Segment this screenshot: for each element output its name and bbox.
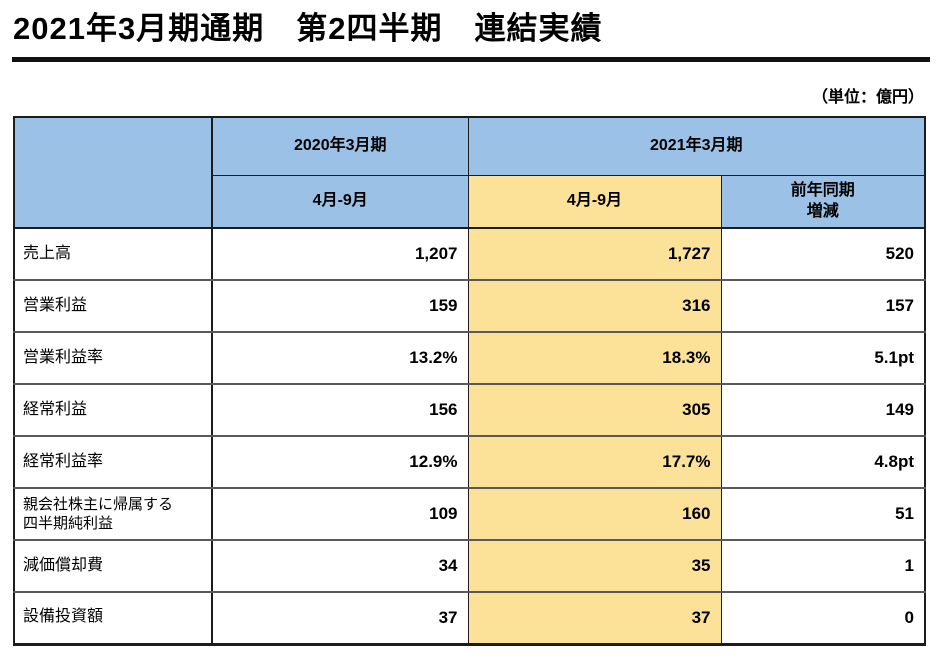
period-prev-header: 4月-9月 <box>211 174 469 229</box>
table-row-depreciation: 減価償却費 34 35 1 <box>13 539 926 593</box>
row-label-cell: 売上高 <box>13 227 213 281</box>
prev-value-cell: 109 <box>211 487 469 541</box>
curr-value-cell: 17.7% <box>467 435 722 489</box>
diff-value-cell: 149 <box>720 383 926 437</box>
table-row-capex: 設備投資額 37 37 0 <box>13 591 926 645</box>
diff-value-cell: 5.1pt <box>720 331 926 385</box>
title-underline-rule <box>12 57 930 62</box>
table-row-net-income: 親会社株主に帰属する 四半期純利益 109 160 51 <box>13 487 926 541</box>
year-prev-header: 2020年3月期 <box>211 116 469 176</box>
table-body: 売上高 1,207 1,727 520 営業利益 159 316 157 営業利… <box>13 227 926 645</box>
diff-value-cell: 4.8pt <box>720 435 926 489</box>
table-row-ordinary-margin: 経常利益率 12.9% 17.7% 4.8pt <box>13 435 926 489</box>
unit-note: （単位：億円） <box>811 89 924 106</box>
prev-value-cell: 13.2% <box>211 331 469 385</box>
header-row-years: 2020年3月期 2021年3月期 <box>13 116 926 229</box>
curr-value-cell: 160 <box>467 487 722 541</box>
row-label-cell: 営業利益率 <box>13 331 213 385</box>
diff-header: 前年同期 増減 <box>720 174 926 229</box>
row-label-cell: 減価償却費 <box>13 539 213 593</box>
table-row-operating-margin: 営業利益率 13.2% 18.3% 5.1pt <box>13 331 926 385</box>
curr-value-cell: 1,727 <box>467 227 722 281</box>
curr-value-cell: 316 <box>467 279 722 333</box>
row-label-cell: 営業利益 <box>13 279 213 333</box>
curr-value-cell: 305 <box>467 383 722 437</box>
table-row-operating-income: 営業利益 159 316 157 <box>13 279 926 333</box>
prev-value-cell: 156 <box>211 383 469 437</box>
diff-value-cell: 51 <box>720 487 926 541</box>
financial-results-table: 2020年3月期 2021年3月期 4月-9月 4月-9月 前年同期 増減 売上… <box>13 116 926 646</box>
prev-value-cell: 37 <box>211 591 469 645</box>
row-label-cell: 設備投資額 <box>13 591 213 645</box>
diff-value-cell: 1 <box>720 539 926 593</box>
row-label-cell: 経常利益率 <box>13 435 213 489</box>
prev-value-cell: 1,207 <box>211 227 469 281</box>
table-row-ordinary-income: 経常利益 156 305 149 <box>13 383 926 437</box>
period-curr-header: 4月-9月 <box>467 174 722 229</box>
row-label-cell: 親会社株主に帰属する 四半期純利益 <box>13 487 213 541</box>
row-label-cell: 経常利益 <box>13 383 213 437</box>
curr-value-cell: 35 <box>467 539 722 593</box>
table-row-net-sales: 売上高 1,207 1,727 520 <box>13 227 926 281</box>
corner-cell <box>13 116 213 229</box>
prev-value-cell: 159 <box>211 279 469 333</box>
prev-value-cell: 34 <box>211 539 469 593</box>
prev-value-cell: 12.9% <box>211 435 469 489</box>
table-header: 2020年3月期 2021年3月期 4月-9月 4月-9月 前年同期 増減 <box>13 116 926 229</box>
curr-value-cell: 18.3% <box>467 331 722 385</box>
diff-value-cell: 0 <box>720 591 926 645</box>
header-row-periods: 4月-9月 4月-9月 前年同期 増減 <box>14 174 926 229</box>
curr-value-cell: 37 <box>467 591 722 645</box>
year-curr-header: 2021年3月期 <box>467 116 926 176</box>
page-title: 2021年3月期通期 第2四半期 連結実績 <box>13 11 603 46</box>
diff-value-cell: 157 <box>720 279 926 333</box>
diff-value-cell: 520 <box>720 227 926 281</box>
